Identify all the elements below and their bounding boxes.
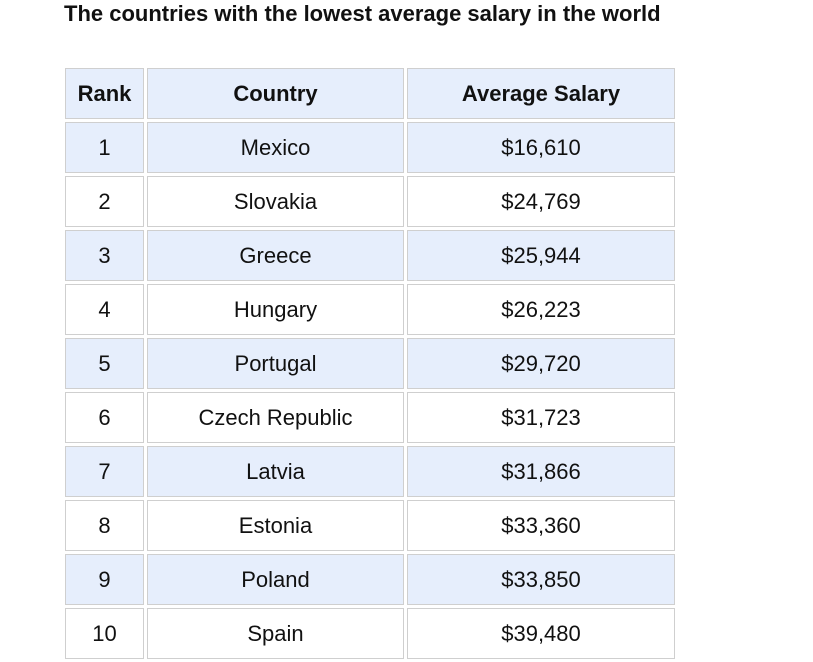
column-header: Country	[147, 68, 404, 119]
table-cell: $25,944	[407, 230, 675, 281]
page: The countries with the lowest average sa…	[64, 1, 675, 659]
table-cell: Greece	[147, 230, 404, 281]
column-header: Rank	[65, 68, 144, 119]
table-cell: $16,610	[407, 122, 675, 173]
table-row: 10 Spain $39,480	[65, 608, 675, 659]
table-row: 8 Estonia $33,360	[65, 500, 675, 551]
salary-table: Rank Country Average Salary 1 Mexico $16,610…	[62, 65, 678, 662]
table-row: 6 Czech Republic $31,723	[65, 392, 675, 443]
table-row: 1 Mexico $16,610	[65, 122, 675, 173]
table-cell: $24,769	[407, 176, 675, 227]
table-cell: 2	[65, 176, 144, 227]
table-head: Rank Country Average Salary	[65, 68, 675, 119]
table-cell: $31,866	[407, 446, 675, 497]
table-row: 5 Portugal $29,720	[65, 338, 675, 389]
table-cell: 7	[65, 446, 144, 497]
table-row: 2 Slovakia $24,769	[65, 176, 675, 227]
table-cell: 10	[65, 608, 144, 659]
table-row: 3 Greece $25,944	[65, 230, 675, 281]
table-cell: Latvia	[147, 446, 404, 497]
table-cell: Estonia	[147, 500, 404, 551]
table-row: 4 Hungary $26,223	[65, 284, 675, 335]
table-cell: Portugal	[147, 338, 404, 389]
table-cell: Poland	[147, 554, 404, 605]
table-cell: $31,723	[407, 392, 675, 443]
table-cell: 6	[65, 392, 144, 443]
page-title: The countries with the lowest average sa…	[64, 1, 661, 26]
table-cell: $33,360	[407, 500, 675, 551]
table-cell: Mexico	[147, 122, 404, 173]
table-cell: 8	[65, 500, 144, 551]
table-cell: Slovakia	[147, 176, 404, 227]
column-header: Average Salary	[407, 68, 675, 119]
table-cell: $33,850	[407, 554, 675, 605]
table-row: 9 Poland $33,850	[65, 554, 675, 605]
table-cell: $39,480	[407, 608, 675, 659]
table-row: 7 Latvia $31,866	[65, 446, 675, 497]
table-cell: Czech Republic	[147, 392, 404, 443]
table-cell: 9	[65, 554, 144, 605]
table-cell: $26,223	[407, 284, 675, 335]
table-cell: 5	[65, 338, 144, 389]
header-row: Rank Country Average Salary	[65, 68, 675, 119]
table-cell: 4	[65, 284, 144, 335]
table-cell: $29,720	[407, 338, 675, 389]
table-cell: 3	[65, 230, 144, 281]
table-body: 1 Mexico $16,610 2 Slovakia $24,769 3 Greece $25…	[65, 122, 675, 659]
table-cell: Spain	[147, 608, 404, 659]
table-cell: 1	[65, 122, 144, 173]
table-cell: Hungary	[147, 284, 404, 335]
